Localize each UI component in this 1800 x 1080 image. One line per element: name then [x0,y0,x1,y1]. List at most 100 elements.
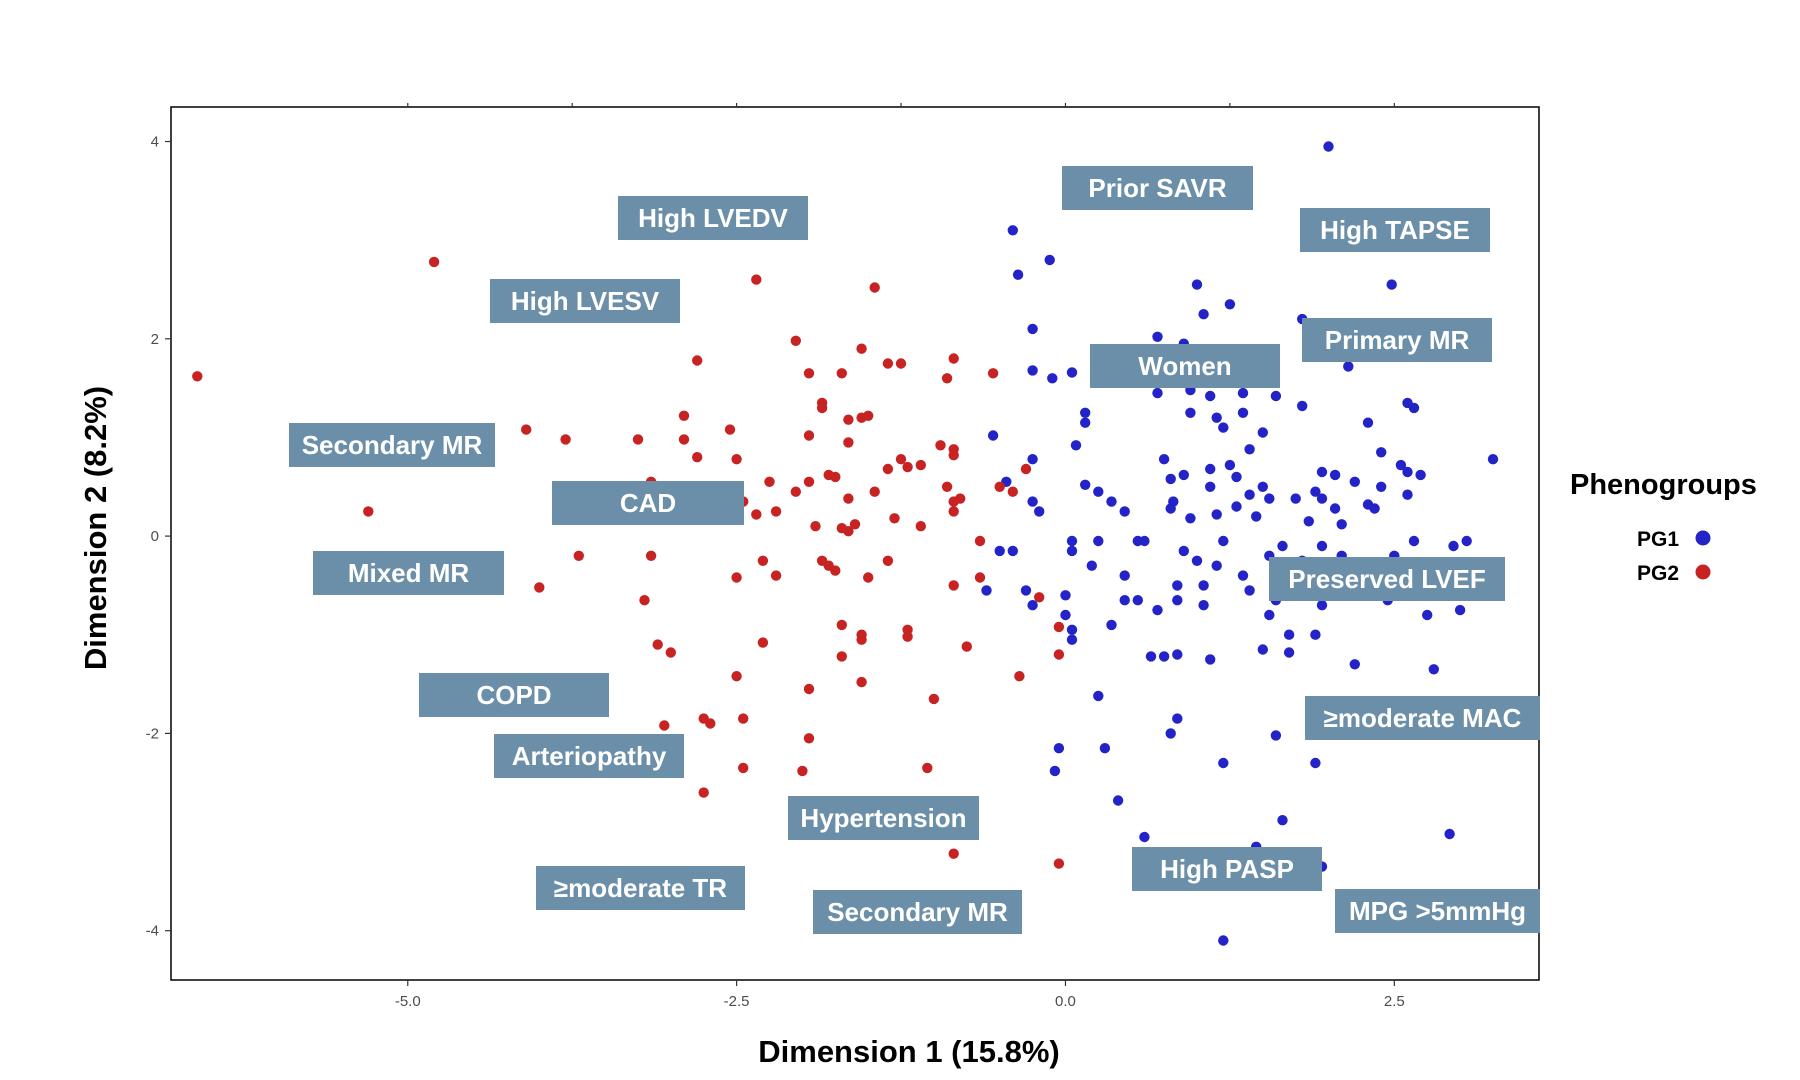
point-pg1-26 [1185,407,1196,418]
point-pg1-80 [1093,535,1104,547]
variable-label-box-10 [419,673,609,717]
variable-label-15: ≥moderate TR [536,866,745,910]
point-pg1-75 [1303,516,1315,527]
point-pg1-37 [1027,454,1038,465]
point-pg1-56 [1027,496,1038,507]
point-pg1-117 [1152,604,1163,616]
point-pg1-18 [1205,390,1216,402]
variable-label-text-13: Hypertension [800,803,966,833]
point-pg2-12 [941,373,953,384]
point-pg1-99 [1172,580,1183,591]
point-pg2-23 [632,434,644,445]
point-pg1-142 [1112,795,1124,806]
point-pg1-90 [1086,560,1098,571]
point-pg1-134 [1172,713,1183,724]
y-tick-label-3: 2 [151,331,159,348]
point-pg2-38 [803,476,815,487]
point-pg1-110 [1244,585,1255,596]
point-pg1-63 [1316,493,1328,504]
point-pg2-22 [560,434,571,445]
point-pg1-35 [1244,444,1255,455]
point-pg1-0 [1323,141,1334,152]
point-pg2-63 [974,535,986,547]
point-pg1-120 [1454,604,1466,616]
variable-label-5: Women [1090,344,1280,388]
point-pg2-33 [948,450,959,461]
point-pg2-26 [843,437,854,448]
point-pg2-70 [882,555,894,566]
point-pg2-104 [922,762,933,774]
point-pg2-40 [882,463,894,475]
point-pg1-40 [1224,459,1236,471]
variable-label-box-7 [552,481,744,525]
point-pg2-89 [1053,621,1065,633]
variable-label-text-4: Primary MR [1325,325,1470,355]
point-pg1-128 [1205,654,1216,665]
point-pg1-101 [1237,570,1249,581]
point-pg2-75 [534,582,545,593]
point-pg2-8 [895,358,907,369]
point-pg1-32 [987,430,999,441]
point-pg2-3 [869,282,880,293]
point-pg1-108 [1172,595,1183,606]
point-pg1-31 [1257,427,1269,438]
point-pg1-89 [1066,545,1078,557]
point-pg2-21 [521,424,532,435]
point-pg1-140 [1218,757,1229,769]
point-pg2-65 [645,550,657,561]
variable-label-17: MPG >5mmHg [1335,889,1540,933]
point-pg1-92 [1191,555,1203,566]
point-pg2-64 [573,550,584,561]
point-pg1-115 [1060,609,1071,621]
variable-label-text-12: Arteriopathy [512,741,667,771]
point-pg1-73 [1251,511,1262,522]
variable-label-9: Preserved LVEF [1269,557,1505,601]
point-pg1-46 [1415,469,1426,481]
point-pg2-0 [192,371,203,382]
point-pg2-39 [843,493,854,504]
point-pg2-99 [738,713,749,724]
point-pg1-100 [1198,580,1209,591]
variable-label-text-7: CAD [620,488,676,518]
point-pg2-81 [652,639,663,650]
point-pg2-34 [1020,463,1032,475]
point-pg1-148 [1218,935,1229,946]
point-pg1-79 [1066,535,1078,547]
variable-label-box-11 [1305,696,1540,740]
point-pg1-1 [1007,225,1018,236]
point-pg2-51 [770,506,782,517]
point-pg2-53 [810,521,821,532]
point-pg1-13 [1027,365,1038,376]
point-pg1-9 [1027,323,1038,335]
point-pg1-127 [1172,649,1183,660]
variable-label-8: Mixed MR [313,551,504,595]
point-pg2-86 [902,631,913,642]
point-pg1-78 [994,545,1005,557]
variable-label-13: Hypertension [788,796,979,840]
point-pg1-72 [1231,501,1242,512]
point-pg2-79 [836,619,847,631]
point-pg1-51 [1205,481,1216,492]
point-pg1-136 [1270,730,1282,741]
point-pg2-50 [751,509,762,520]
point-pg1-103 [981,585,992,596]
point-pg1-116 [1066,624,1078,635]
point-pg2-2 [751,274,762,285]
point-pg1-30 [1218,422,1229,433]
variable-label-text-10: COPD [476,680,551,710]
point-pg2-95 [928,693,940,705]
point-pg1-91 [1178,545,1190,557]
point-pg2-100 [803,733,815,744]
point-pg1-114 [1027,600,1038,611]
point-pg1-10 [1152,331,1163,342]
point-pg1-112 [1316,600,1328,611]
point-pg1-29 [1362,417,1374,428]
variable-label-12: Arteriopathy [494,734,684,778]
point-pg2-102 [738,762,749,774]
point-pg1-55 [1376,481,1387,492]
point-pg2-94 [803,683,815,695]
variable-label-text-14: High PASP [1160,854,1294,884]
variable-label-box-0 [1062,166,1253,210]
point-pg2-107 [1053,858,1065,869]
